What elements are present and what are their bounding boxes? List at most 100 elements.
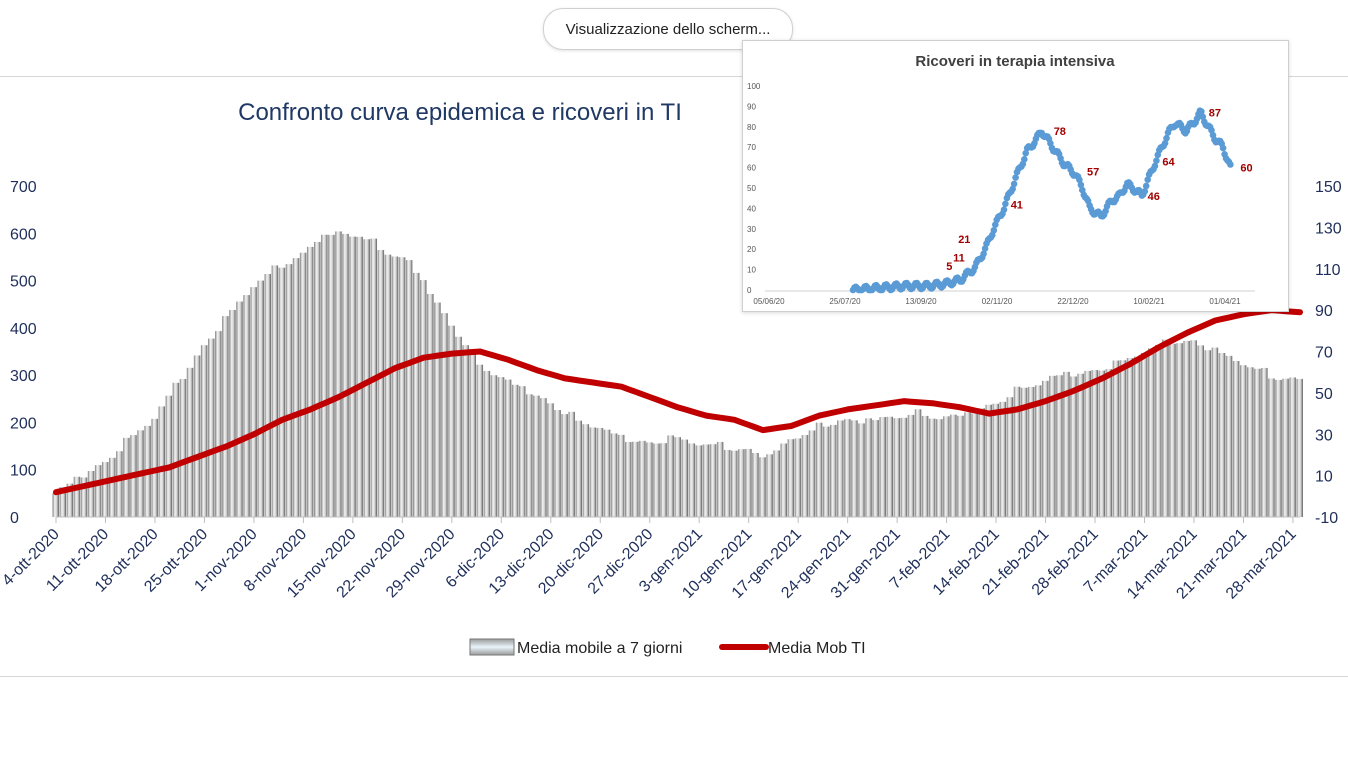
- bar: [511, 384, 519, 517]
- bar: [646, 442, 653, 517]
- bar: [879, 417, 886, 517]
- right-y-tick-label: 30: [1315, 427, 1333, 444]
- bar: [1282, 378, 1289, 517]
- inset-annotation-label: 46: [1148, 191, 1160, 203]
- bar: [229, 309, 236, 517]
- bar: [921, 415, 929, 517]
- bar: [483, 370, 491, 517]
- inset-chart: Ricoveri in terapia intensiva 0 10 20 30 40 5…: [742, 40, 1289, 312]
- inset-x-axis-ticks: 05/06/20 25/07/20 13/09/20 02/11/20 22/12/20…: [753, 297, 1241, 306]
- right-y-tick-label: -10: [1315, 510, 1338, 527]
- bar: [801, 435, 809, 517]
- bar: [872, 420, 879, 517]
- bar: [992, 403, 1000, 517]
- bar: [172, 382, 180, 517]
- inset-point: [990, 227, 998, 234]
- inset-point: [1000, 206, 1008, 213]
- bar: [999, 401, 1007, 517]
- bar: [808, 430, 816, 517]
- bar: [518, 386, 526, 517]
- inset-x-tick-label: 01/04/21: [1209, 297, 1241, 306]
- bar: [441, 313, 448, 517]
- bar: [900, 417, 908, 517]
- bar: [66, 483, 74, 517]
- inset-point: [1219, 144, 1227, 152]
- left-y-tick-label: 700: [10, 179, 37, 196]
- bar: [94, 465, 102, 517]
- inset-annotation-label: 64: [1162, 156, 1175, 168]
- bar: [971, 413, 978, 517]
- inset-point: [1208, 126, 1215, 134]
- bar: [497, 377, 505, 517]
- bar: [603, 429, 611, 517]
- legend: Media mobile a 7 giorni Media Mob TI: [469, 638, 866, 657]
- bar: [87, 471, 95, 517]
- bar: [243, 295, 250, 517]
- bar: [101, 462, 109, 517]
- bar: [985, 404, 992, 517]
- bar: [193, 355, 201, 517]
- inset-y-tick-label: 0: [747, 286, 752, 295]
- inset-point: [1022, 149, 1029, 157]
- bar: [1254, 368, 1261, 517]
- bar: [335, 231, 342, 518]
- bar: [321, 234, 328, 518]
- bar: [1183, 340, 1190, 517]
- inset-y-tick-label: 10: [747, 266, 756, 275]
- bar: [617, 434, 625, 517]
- inset-annotation-label: 78: [1054, 126, 1066, 138]
- inset-x-tick-label: 22/12/20: [1057, 297, 1089, 306]
- bar: [639, 440, 646, 517]
- bar: [469, 348, 476, 517]
- bar: [886, 416, 893, 517]
- bar: [1268, 378, 1275, 517]
- inset-point: [1142, 182, 1150, 190]
- bar: [1218, 353, 1226, 517]
- bar: [1091, 370, 1098, 517]
- bar: [398, 257, 406, 517]
- right-y-tick-label: 130: [1315, 220, 1342, 237]
- bar: [1275, 379, 1282, 517]
- bar: [1056, 375, 1063, 517]
- bar: [109, 457, 116, 517]
- inset-y-tick-label: 100: [747, 82, 761, 91]
- bar: [158, 406, 165, 517]
- inset-y-tick-label: 20: [747, 245, 756, 254]
- bar: [943, 416, 950, 517]
- right-y-tick-label: 10: [1315, 469, 1333, 486]
- inset-annotations: 511 21 41 78 57 46 64 87 60: [946, 108, 1252, 273]
- bar: [596, 427, 604, 517]
- bar: [928, 418, 936, 517]
- bar: [73, 476, 81, 517]
- frame-top-border: [0, 76, 1348, 77]
- bar: [1126, 358, 1134, 517]
- bar: [533, 395, 540, 517]
- bar: [625, 442, 632, 517]
- frame-bottom-border: [0, 676, 1348, 677]
- inset-point: [1198, 108, 1205, 115]
- bar: [716, 441, 724, 517]
- right-y-tick-label: 70: [1315, 345, 1333, 362]
- bar: [610, 433, 618, 517]
- x-axis-ticks: 4-ott-202011-ott-202018-ott-202025-ott-2…: [0, 517, 1300, 603]
- bar: [292, 258, 300, 517]
- bar: [377, 250, 385, 518]
- bar: [384, 254, 392, 517]
- legend-label-bars: Media mobile a 7 giorni: [517, 640, 682, 657]
- bar: [427, 293, 434, 517]
- bar: [1084, 370, 1091, 517]
- bar: [1133, 356, 1141, 517]
- bar: [1197, 345, 1204, 517]
- inset-point: [1144, 176, 1151, 183]
- bar-series: [52, 231, 1303, 518]
- bar: [1006, 397, 1014, 517]
- bar: [285, 264, 293, 517]
- bar: [116, 451, 123, 517]
- bar: [1247, 367, 1254, 517]
- bar: [759, 457, 766, 517]
- bar: [420, 280, 427, 517]
- inset-point: [1227, 161, 1234, 168]
- screen-share-label: Visualizzazione dello scherm...: [565, 20, 771, 38]
- bar: [236, 301, 243, 517]
- inset-x-tick-label: 25/07/20: [829, 297, 861, 306]
